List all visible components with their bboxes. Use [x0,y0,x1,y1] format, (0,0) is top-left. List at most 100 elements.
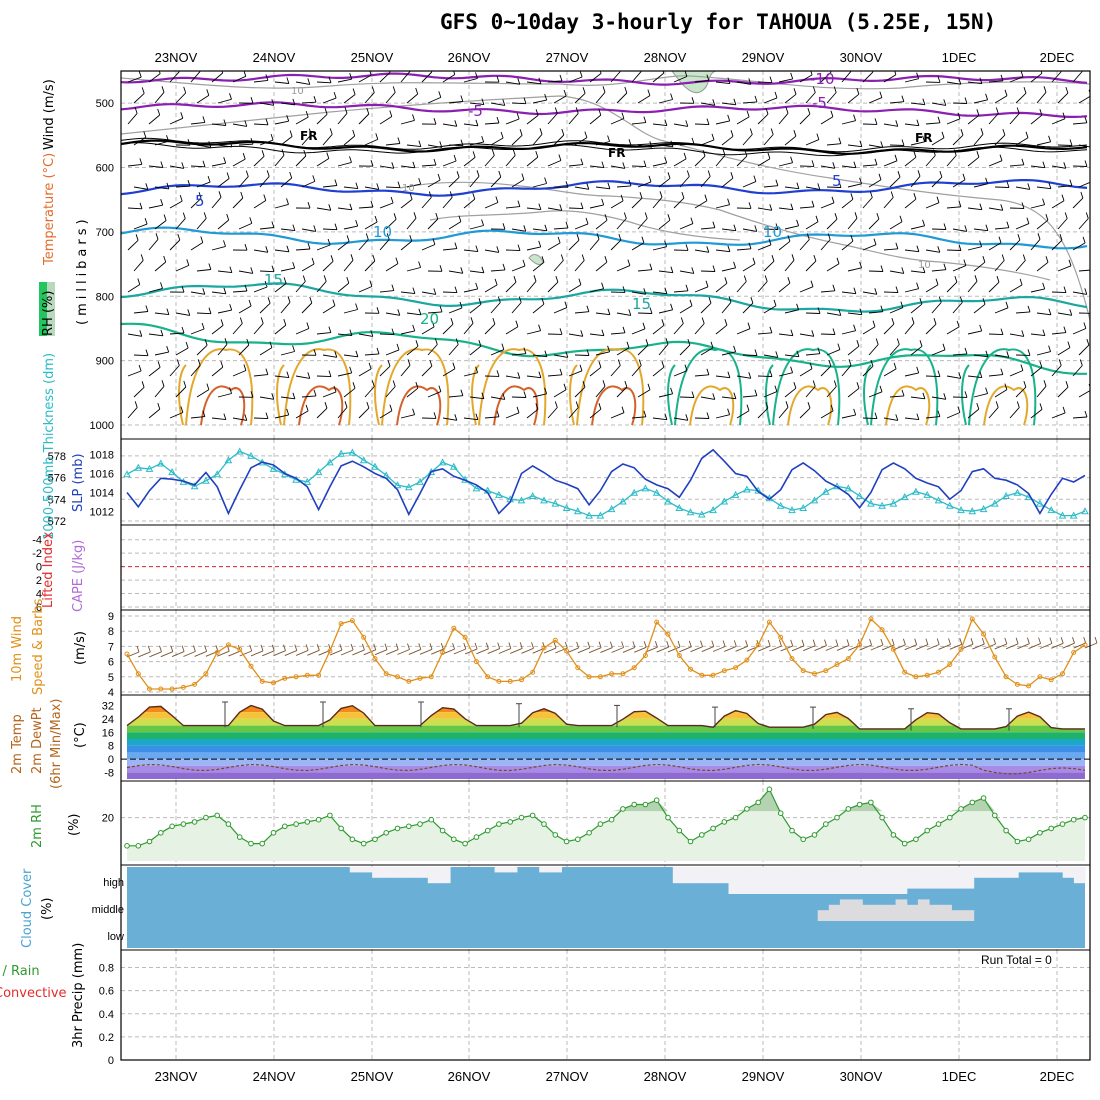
wind-barb [838,309,842,316]
wind-barb [223,240,226,247]
surface-wind-barb [170,645,174,652]
surface-isotherm-loop [396,385,442,426]
wind-barb [379,290,394,293]
wind-barb [589,239,600,251]
surface-isotherm-loop [787,385,833,426]
cloud-high-cell [817,867,830,894]
wind-barb [784,135,797,146]
wind-barb [1021,202,1025,209]
thickness-point [1036,499,1044,507]
wind-barb [544,93,548,101]
wind-barb [145,349,149,356]
cloud-high-cell [884,867,897,894]
wind-barb [694,249,709,253]
wind-barb [211,197,222,209]
rh-contour [121,75,1090,90]
wind-barb [708,297,712,304]
wind-barb [820,410,834,419]
wind-barb [180,406,184,413]
precip-tick-label: 0.2 [99,1032,114,1044]
wind-barb [1069,139,1073,146]
wind-barb [327,238,331,246]
lifted-tick-label: 4 [36,589,42,601]
wind-barb [642,322,646,329]
wind-barb [813,254,817,262]
wind-barb [526,81,541,85]
wind-barb [665,338,669,345]
wind-barb [364,138,378,146]
wind-barb [495,196,499,203]
surface-isotherm-loop [674,348,743,426]
wind-barb [1059,234,1063,241]
wind-barb [337,78,352,83]
wind-barb [127,284,141,293]
wind-barb [286,115,290,122]
wind-barb [511,302,522,314]
wind-barb [208,307,212,314]
surface-wind-barb [600,647,613,654]
wind-speed-point [958,646,964,652]
wind-barb [413,212,417,219]
wind-barb [526,246,541,251]
wind-barb [333,385,337,393]
wind-barb [475,72,478,79]
wind-barb [805,221,819,230]
wind-barb [516,112,520,120]
wind-barb [946,118,961,125]
rh-point [890,832,897,838]
wind-barb [1026,217,1030,224]
wind-barb [631,416,646,419]
wind-barb [547,374,563,377]
label-temp-a: 2m Temp [10,714,25,774]
wind-barb [976,402,980,410]
wind-barb [985,387,989,394]
wind-barb [933,318,937,325]
wind-barb [145,305,149,312]
wind-barb [475,245,479,252]
wind-barb [1006,351,1010,358]
wind-barb [578,278,582,285]
isotherm-label-minus5-b: -5 [812,94,827,112]
wind-barb [280,302,291,314]
wind-barb [1030,409,1043,419]
wind-barb [946,412,961,419]
wind-speed-point [259,678,265,684]
wind-barb [253,417,269,420]
wind-barb [442,291,458,294]
wind-barb [259,347,273,356]
surface-wind-barb [126,651,140,658]
cloud-high-cell [917,867,930,889]
surface-wind-barb [1026,637,1030,644]
wind-barb [226,213,230,221]
wind-barb [828,359,832,367]
wind-barb [475,282,479,290]
wind-barb [343,135,355,146]
wind-barb [175,312,190,316]
wind-barb [292,261,296,269]
wind-barb [427,144,442,148]
wind-barb [868,144,883,148]
wind-barb [175,218,186,230]
wind-barb [265,412,269,419]
wind-barb [700,347,714,356]
wind-barb [133,186,148,190]
wind-barb [579,364,583,371]
wind-barb [187,180,191,187]
wind-barb [379,71,391,83]
rh-point [203,814,209,821]
wind-barb [979,77,983,84]
wind-barb [1065,381,1069,388]
wind-barb [721,396,736,400]
date-tick-top: 24NOV [253,50,296,65]
wind-barb [694,417,710,419]
date-tick-top: 2DEC [1040,50,1075,65]
date-tick-bottom: 27NOV [546,1069,589,1084]
wind-barb [711,133,715,141]
wind-barb [832,328,836,335]
surface-isotherm-loop [478,348,547,426]
rh-point [563,838,570,845]
wind-barb [664,413,668,420]
surface-wind-barb [273,650,286,657]
rh-tick-label: 20 [102,813,114,825]
wind-barb [157,361,161,368]
